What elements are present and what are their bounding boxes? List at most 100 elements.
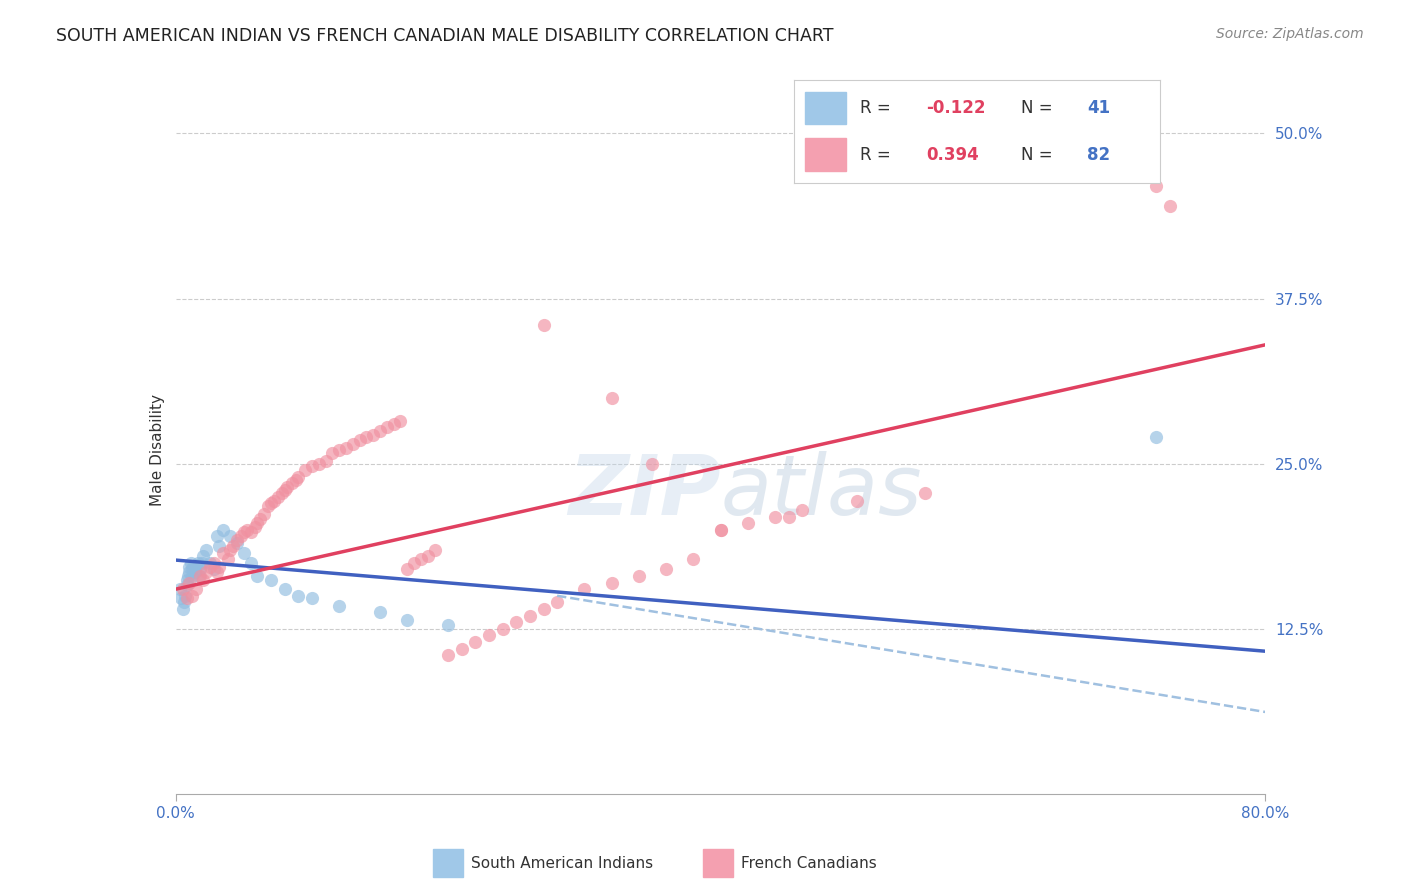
Point	[349, 433, 371, 447]
Point	[190, 556, 212, 570]
Point	[710, 523, 733, 537]
Point	[246, 516, 269, 530]
Point	[396, 613, 419, 627]
Point	[546, 595, 568, 609]
Point	[682, 551, 704, 566]
Text: ZIP: ZIP	[568, 451, 721, 533]
Point	[217, 551, 239, 566]
Point	[382, 417, 405, 431]
Point	[205, 529, 228, 543]
Point	[191, 549, 214, 563]
Point	[464, 635, 486, 649]
Point	[194, 542, 217, 557]
Point	[416, 549, 439, 563]
Point	[198, 556, 221, 570]
Point	[179, 575, 201, 590]
Text: 41: 41	[1087, 99, 1109, 117]
Point	[778, 509, 800, 524]
Point	[342, 437, 364, 451]
Point	[181, 589, 204, 603]
Point	[423, 542, 446, 557]
Point	[294, 463, 316, 477]
Point	[179, 565, 201, 579]
Point	[315, 454, 337, 468]
Point	[600, 575, 623, 590]
Y-axis label: Male Disability: Male Disability	[149, 394, 165, 507]
Text: N =: N =	[1021, 146, 1057, 164]
Point	[301, 591, 323, 606]
Point	[176, 573, 198, 587]
Text: atlas: atlas	[721, 451, 922, 533]
Point	[287, 470, 309, 484]
Bar	[806, 92, 845, 124]
Text: R =: R =	[860, 146, 896, 164]
Point	[198, 559, 221, 574]
Point	[437, 648, 460, 663]
Bar	[806, 137, 845, 170]
Point	[177, 569, 200, 583]
Point	[389, 414, 412, 428]
Point	[186, 558, 208, 573]
Point	[208, 559, 231, 574]
Point	[450, 641, 472, 656]
Point	[600, 391, 623, 405]
Point	[249, 512, 271, 526]
Text: N =: N =	[1021, 99, 1057, 117]
Point	[235, 523, 257, 537]
Point	[202, 562, 225, 576]
Point	[226, 533, 249, 548]
Text: -0.122: -0.122	[927, 99, 986, 117]
Point	[519, 608, 541, 623]
Text: 82: 82	[1087, 146, 1109, 164]
Point	[212, 546, 235, 561]
Point	[187, 569, 209, 583]
Point	[179, 559, 201, 574]
Point	[478, 628, 501, 642]
Point	[239, 525, 262, 540]
Point	[191, 573, 214, 587]
Bar	[433, 849, 463, 877]
Text: Source: ZipAtlas.com: Source: ZipAtlas.com	[1216, 27, 1364, 41]
Point	[308, 457, 330, 471]
Text: SOUTH AMERICAN INDIAN VS FRENCH CANADIAN MALE DISABILITY CORRELATION CHART: SOUTH AMERICAN INDIAN VS FRENCH CANADIAN…	[56, 27, 834, 45]
Point	[188, 569, 211, 583]
Point	[321, 446, 343, 460]
Point	[186, 582, 208, 596]
Point	[176, 578, 198, 592]
Point	[181, 562, 204, 576]
Point	[183, 559, 205, 574]
Text: French Canadians: French Canadians	[741, 855, 877, 871]
Point	[280, 476, 302, 491]
Point	[188, 562, 211, 576]
Point	[181, 569, 204, 583]
Point	[375, 419, 398, 434]
Point	[328, 599, 350, 614]
Point	[208, 539, 231, 553]
Point	[276, 480, 298, 494]
Point	[396, 562, 419, 576]
Point	[231, 529, 253, 543]
Point	[232, 546, 254, 561]
Point	[301, 459, 323, 474]
Point	[202, 556, 225, 570]
Point	[267, 490, 290, 504]
Point	[533, 318, 555, 332]
Point	[284, 473, 307, 487]
Point	[176, 591, 198, 606]
Point	[194, 565, 217, 579]
Point	[263, 493, 285, 508]
Point	[1144, 179, 1167, 194]
Point	[243, 520, 266, 534]
Point	[845, 493, 868, 508]
Point	[641, 457, 664, 471]
Point	[409, 551, 432, 566]
Point	[356, 430, 378, 444]
Point	[492, 622, 515, 636]
Point	[287, 589, 309, 603]
Point	[180, 556, 202, 570]
Point	[253, 507, 276, 521]
Point	[169, 582, 191, 596]
Point	[173, 595, 195, 609]
Point	[763, 509, 786, 524]
Text: R =: R =	[860, 99, 896, 117]
